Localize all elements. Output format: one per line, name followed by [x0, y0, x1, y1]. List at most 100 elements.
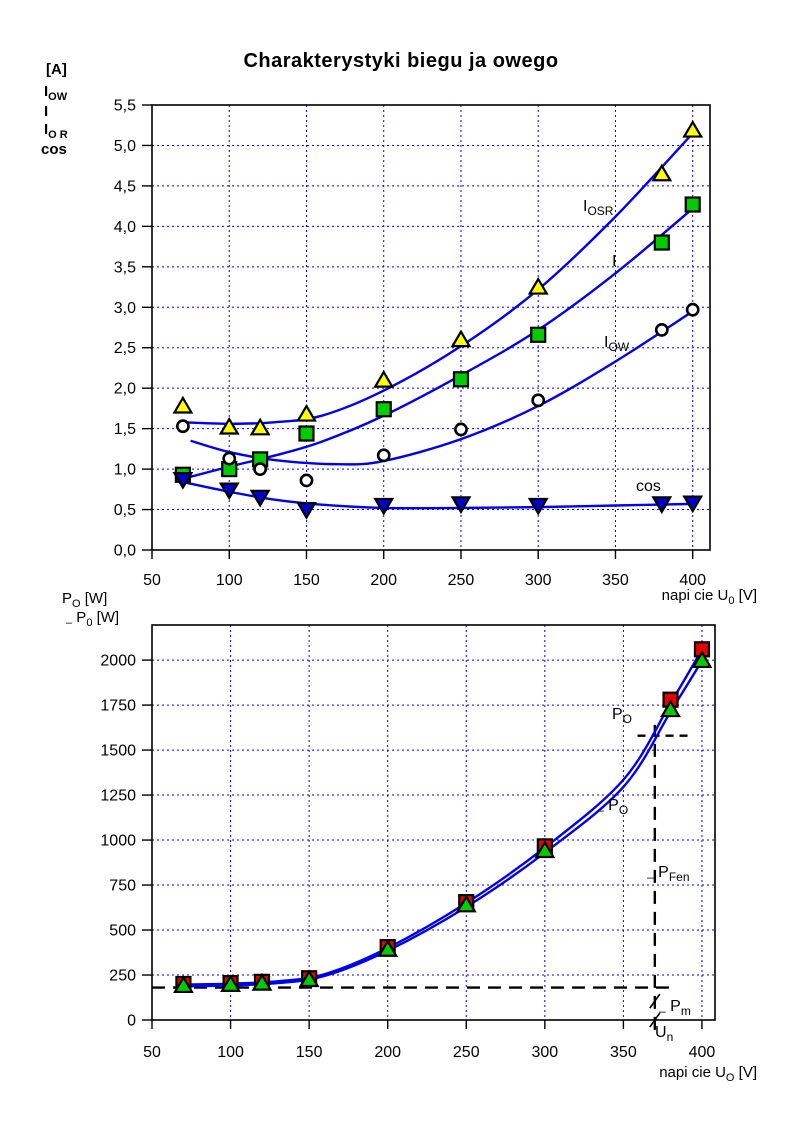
y-tick-label: 2000 [100, 653, 136, 670]
I_OW-point-100v [222, 451, 237, 466]
x-tick-label: 100 [217, 1044, 244, 1061]
x-axis-title: napi cie UO [V] [659, 1064, 757, 1084]
I_OSR-point-400v [682, 119, 704, 138]
iow-curve-label-part: OW [608, 340, 629, 354]
p0-meas-unit-label: – P0 [W] [66, 609, 120, 629]
x-tick-label: 350 [602, 572, 629, 589]
x-tick-label: 250 [453, 1044, 480, 1061]
p0-unit-label: PO [W] [62, 590, 107, 610]
I_OSR-point-380v [651, 163, 673, 182]
_P_O-point-380v [660, 699, 681, 718]
legend-iow-label-part: I [44, 83, 49, 100]
_P_O-curve [175, 660, 703, 988]
y-tick-label: 2,5 [114, 340, 136, 357]
x-tick-label: 350 [610, 1044, 637, 1061]
I_OW-point-70v [175, 419, 190, 434]
cos-point-150v [296, 501, 317, 520]
legend-iow-label: IOW [44, 83, 68, 103]
x-axis-title-part: 0 [728, 595, 734, 607]
po-meas-curve-label-part: O [619, 803, 628, 817]
_P_O-point-400v [691, 650, 713, 669]
I_OW-point-120v [253, 462, 268, 476]
y-tick-label: 1000 [100, 833, 136, 850]
x-tick-label: 400 [689, 1044, 716, 1061]
p0-unit-label-part: P [62, 590, 73, 607]
y-tick-label: 0,0 [114, 543, 136, 560]
P_O-curve [175, 649, 703, 986]
y-tick-label: 500 [109, 923, 136, 940]
I_OW-curve [190, 310, 694, 466]
x-tick-label: 200 [374, 1044, 401, 1061]
p0-meas-unit-label-part: 0 [86, 617, 93, 629]
y-tick-label: 5,5 [114, 98, 136, 115]
y-tick-label: 1750 [100, 698, 136, 715]
y-tick-label: 1250 [100, 788, 136, 805]
legend-i-label-part: I [44, 103, 49, 120]
legend-iosr-label-part: I [44, 121, 49, 138]
_P_O-point-70v [173, 975, 194, 994]
I_OSR-curve [179, 132, 694, 425]
I_OSR-point-70v [172, 395, 194, 414]
iosr-curve-label-part: OSR [587, 204, 613, 218]
po-meas-curve-label-part: – [597, 803, 604, 817]
x-tick-label: 150 [296, 1044, 323, 1061]
x-axis-title-part: napi cie U [662, 587, 729, 604]
_P_O-point-150v [298, 969, 320, 988]
plot-frame [151, 104, 711, 551]
y-tick-label: 3,0 [114, 300, 136, 317]
I_OSR-point-250v [450, 329, 472, 348]
cos-curve-label-part: cos [636, 478, 661, 495]
unit-amps-label: [A] [46, 61, 67, 79]
_P_O-point-200v [377, 939, 399, 957]
I-point-200v [375, 401, 392, 418]
y-tick-label: 4,5 [114, 178, 136, 195]
x-tick-label: 50 [143, 572, 161, 589]
y-tick-label: 1500 [100, 743, 136, 760]
_P_O-point-250v [455, 894, 477, 913]
cos-point-120v [249, 489, 271, 508]
I-point-300v [530, 326, 547, 343]
x-tick-label: 300 [525, 572, 552, 589]
I_OSR-point-150v [296, 403, 317, 422]
I_OW-point-250v [454, 422, 468, 437]
po-curve-label: PO [612, 706, 632, 726]
cos-point-250v [450, 496, 472, 515]
no-load-power-chart: 50 100 150 200 250 300 350 400 0 250 500 750 1000 125… [100, 624, 757, 1084]
p0-meas-unit-label-part: [W] [92, 609, 120, 626]
i-curve-label-part: I [612, 253, 616, 270]
x-tick-label: 100 [216, 572, 243, 589]
x-axis-title-part: napi cie U [659, 1064, 726, 1081]
x-axis-title-part: [V] [734, 587, 757, 604]
un-label: Un [655, 1024, 673, 1044]
x-tick-label: 50 [143, 1044, 161, 1061]
cos-point-300v [527, 497, 549, 516]
pfe-label-part: – [647, 870, 654, 884]
I_OW-point-300v [531, 393, 546, 408]
y-tick-label: 0 [127, 1013, 136, 1030]
y-tick-label: 3,5 [114, 259, 136, 276]
I_OSR-point-200v [373, 369, 395, 388]
legend-iosr-label: IO R [44, 121, 68, 141]
x-tick-label: 150 [293, 572, 320, 589]
y-tick-label: 5,0 [114, 138, 136, 155]
p0-meas-unit-label-part: P [72, 609, 87, 626]
x-tick-label: 400 [679, 572, 706, 589]
_P_O-point-300v [534, 840, 556, 859]
po-meas-curve-label-part: P [604, 797, 619, 814]
p0-meas-unit-label-part: – [66, 617, 73, 629]
pfe-label-part: P [654, 864, 669, 881]
cos-point-100v [218, 482, 240, 501]
I_OW-point-380v [654, 323, 669, 337]
cos-point-200v [373, 497, 395, 516]
y-tick-label: 4,0 [114, 219, 136, 236]
I-point-250v [452, 371, 470, 388]
no-load-currents-chart: 50 100 150 200 250 300 350 400 0,0 0,5 1,0 1,5 2,0 2,… [114, 98, 757, 608]
I-point-380v [653, 234, 670, 251]
po-curve-label-part: O [623, 712, 632, 726]
cos-point-400v [682, 495, 704, 514]
y-tick-label: 1,5 [114, 421, 136, 438]
I_OSR-point-100v [218, 416, 240, 435]
legend-iow-label-part: OW [48, 91, 68, 103]
